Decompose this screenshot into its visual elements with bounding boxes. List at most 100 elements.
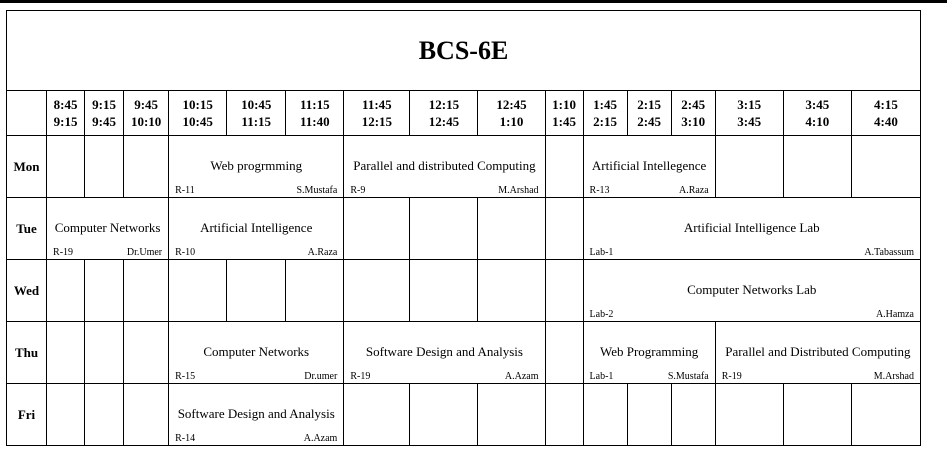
slot-start: 3:15 bbox=[737, 97, 762, 112]
slot-end: 9:15 bbox=[53, 114, 78, 129]
class-room: R-19 bbox=[53, 247, 74, 258]
day-row-thu: Thu Computer Networks R-15 Dr.umer Softw… bbox=[5, 321, 922, 384]
empty-slot bbox=[582, 383, 628, 446]
slot-end: 12:15 bbox=[361, 114, 393, 129]
class-cell: Artificial Intelligence Lab Lab-1 A.Taba… bbox=[582, 197, 922, 260]
empty-slot bbox=[343, 259, 411, 322]
slot-start: 10:45 bbox=[241, 97, 272, 112]
class-teacher: A.Raza bbox=[307, 247, 338, 258]
slot-end: 12:45 bbox=[428, 114, 460, 129]
empty-slot bbox=[84, 135, 125, 198]
slot-start: 3:45 bbox=[805, 97, 830, 112]
class-teacher: A.Azam bbox=[504, 371, 539, 382]
corner-cell bbox=[5, 90, 48, 136]
time-slot: 11:45 12:15 bbox=[343, 90, 411, 136]
class-subject: Artificial Intellegence bbox=[591, 158, 707, 173]
class-room: R-9 bbox=[350, 185, 366, 196]
class-subject: Parallel and Distributed Computing bbox=[725, 344, 911, 359]
empty-slot bbox=[714, 135, 784, 198]
empty-slot bbox=[850, 135, 922, 198]
slot-start: 4:15 bbox=[873, 97, 898, 112]
top-border bbox=[0, 0, 947, 3]
empty-slot bbox=[84, 383, 125, 446]
slot-start: 9:45 bbox=[134, 97, 159, 112]
empty-slot bbox=[626, 383, 672, 446]
class-cell: Artificial Intelligence R-10 A.Raza bbox=[168, 197, 345, 260]
empty-slot bbox=[46, 259, 86, 322]
slot-end: 9:45 bbox=[92, 114, 116, 129]
class-room: Lab-1 bbox=[589, 247, 614, 258]
slot-end: 11:40 bbox=[299, 114, 330, 129]
class-cell: Computer Networks R-15 Dr.umer bbox=[168, 321, 345, 384]
empty-slot bbox=[84, 321, 125, 384]
class-room: R-15 bbox=[175, 371, 196, 382]
empty-slot bbox=[409, 383, 479, 446]
class-cell: Web Programming Lab-1 S.Mustafa bbox=[582, 321, 716, 384]
empty-slot bbox=[46, 321, 86, 384]
class-room: R-14 bbox=[175, 433, 196, 444]
empty-slot bbox=[46, 383, 86, 446]
slot-end: 11:15 bbox=[241, 114, 272, 129]
slot-start: 9:15 bbox=[92, 97, 116, 112]
class-subject: Artificial Intelligence bbox=[200, 220, 313, 235]
class-teacher: M.Arshad bbox=[498, 185, 539, 196]
class-cell: Web progrmming R-11 S.Mustafa bbox=[168, 135, 345, 198]
class-room: Lab-2 bbox=[589, 309, 614, 320]
slot-start: 2:45 bbox=[681, 97, 706, 112]
slot-start: 12:15 bbox=[428, 97, 460, 112]
slot-end: 4:40 bbox=[873, 114, 898, 129]
timetable: BCS-6E 8:45 9:15 9:15 9:45 9:45 10:10 10:15… bbox=[5, 10, 922, 446]
class-cell: Computer Networks R-19 Dr.Umer bbox=[46, 197, 170, 260]
empty-slot bbox=[409, 259, 479, 322]
empty-slot bbox=[782, 135, 852, 198]
time-slot: 3:45 4:10 bbox=[782, 90, 852, 136]
day-label: Tue bbox=[5, 197, 48, 260]
empty-slot bbox=[850, 383, 922, 446]
slot-start: 1:45 bbox=[593, 97, 617, 112]
time-slot: 10:45 11:15 bbox=[226, 90, 287, 136]
class-cell: Artificial Intellegence R-13 A.Raza bbox=[582, 135, 716, 198]
class-teacher: A.Hamza bbox=[875, 309, 914, 320]
class-room: Lab-1 bbox=[589, 371, 614, 382]
empty-slot bbox=[123, 135, 170, 198]
empty-slot bbox=[544, 197, 584, 260]
class-room: R-19 bbox=[350, 371, 371, 382]
day-label: Thu bbox=[5, 321, 48, 384]
time-header-row: 8:45 9:15 9:15 9:45 9:45 10:10 10:15 10:45 1… bbox=[5, 90, 922, 136]
empty-slot bbox=[285, 259, 345, 322]
page-title: BCS-6E bbox=[6, 10, 921, 91]
empty-slot bbox=[477, 383, 546, 446]
slot-end: 2:15 bbox=[593, 114, 617, 129]
slot-start: 10:15 bbox=[182, 97, 213, 112]
day-row-tue: Tue Computer Networks R-19 Dr.Umer Artif… bbox=[5, 197, 922, 260]
class-teacher: Dr.umer bbox=[304, 371, 338, 382]
empty-slot bbox=[46, 135, 86, 198]
slot-end: 3:45 bbox=[737, 114, 762, 129]
class-cell: Parallel and distributed Computing R-9 M… bbox=[343, 135, 546, 198]
class-subject: Computer Networks Lab bbox=[687, 282, 817, 297]
class-cell: Parallel and Distributed Computing R-19 … bbox=[714, 321, 922, 384]
empty-slot bbox=[714, 383, 784, 446]
time-slot: 1:45 2:15 bbox=[582, 90, 628, 136]
title-row: BCS-6E bbox=[6, 10, 921, 91]
time-slot: 3:15 3:45 bbox=[714, 90, 784, 136]
slot-start: 12:45 bbox=[496, 97, 527, 112]
class-room: R-10 bbox=[175, 247, 196, 258]
class-subject: Software Design and Analysis bbox=[365, 344, 523, 359]
class-subject: Software Design and Analysis bbox=[177, 406, 335, 421]
time-slot: 2:45 3:10 bbox=[670, 90, 716, 136]
day-label: Mon bbox=[5, 135, 48, 198]
slot-end: 10:45 bbox=[182, 114, 213, 129]
time-slot: 10:15 10:45 bbox=[168, 90, 228, 136]
empty-slot bbox=[343, 383, 411, 446]
class-subject: Web Programming bbox=[599, 344, 699, 359]
empty-slot bbox=[544, 383, 584, 446]
day-label: Fri bbox=[5, 383, 48, 446]
slot-start: 11:15 bbox=[299, 97, 330, 112]
time-slot: 11:15 11:40 bbox=[285, 90, 345, 136]
time-slot: 12:15 12:45 bbox=[409, 90, 479, 136]
time-slot: 2:15 2:45 bbox=[626, 90, 672, 136]
empty-slot bbox=[782, 383, 852, 446]
class-teacher: S.Mustafa bbox=[296, 185, 338, 196]
time-slot: 9:45 10:10 bbox=[123, 90, 170, 136]
